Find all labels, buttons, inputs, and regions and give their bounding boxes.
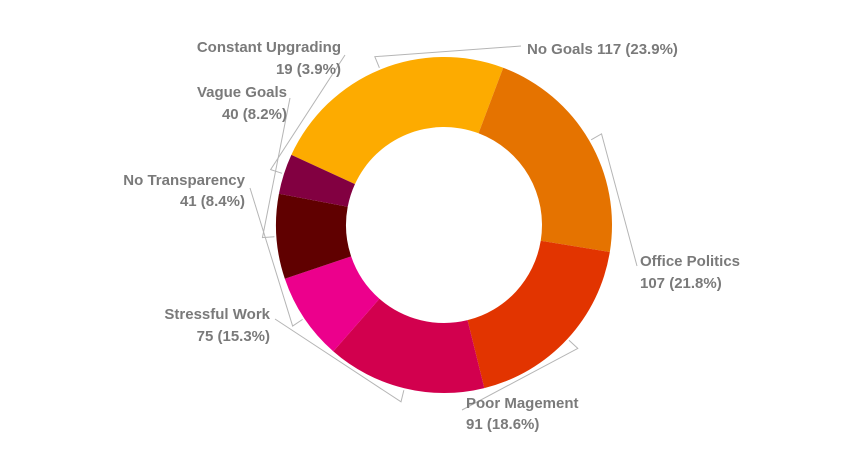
leader-line — [269, 54, 346, 174]
data-label-vague-goals: Vague Goals 40 (8.2%) — [197, 84, 287, 123]
slice-poor-magement — [467, 240, 610, 389]
leader-lines-group — [249, 45, 638, 411]
data-label-office-politics: Office Politics 107 (21.8%) — [640, 253, 740, 292]
data-label-no-transparency: No Transparency 41 (8.4%) — [123, 172, 245, 210]
slice-constant-upgrading — [278, 154, 355, 207]
slice-vague-goals — [276, 193, 352, 279]
slices-group — [276, 56, 613, 393]
leader-line — [274, 318, 405, 403]
slice-no-transparency — [284, 256, 380, 352]
data-label-stressful-work: Stressful Work 75 (15.3%) — [164, 306, 270, 345]
data-label-constant-upgrading: Constant Upgrading 19 (3.9%) — [197, 39, 341, 78]
leader-line — [590, 133, 638, 267]
data-label-poor-magement: Poor Magement 91 (18.6%) — [466, 395, 579, 433]
leader-line — [261, 97, 291, 239]
slice-no-goals — [291, 56, 504, 185]
leader-line — [374, 45, 522, 68]
slice-stressful-work — [333, 298, 485, 393]
leader-line — [249, 187, 303, 327]
slice-office-politics — [478, 67, 613, 253]
data-label-no-goals: No Goals 117 (23.9%) — [527, 41, 678, 58]
leader-line — [461, 339, 579, 411]
data-labels-group: No Goals 117 (23.9%) Office Politics 107 … — [123, 39, 740, 433]
